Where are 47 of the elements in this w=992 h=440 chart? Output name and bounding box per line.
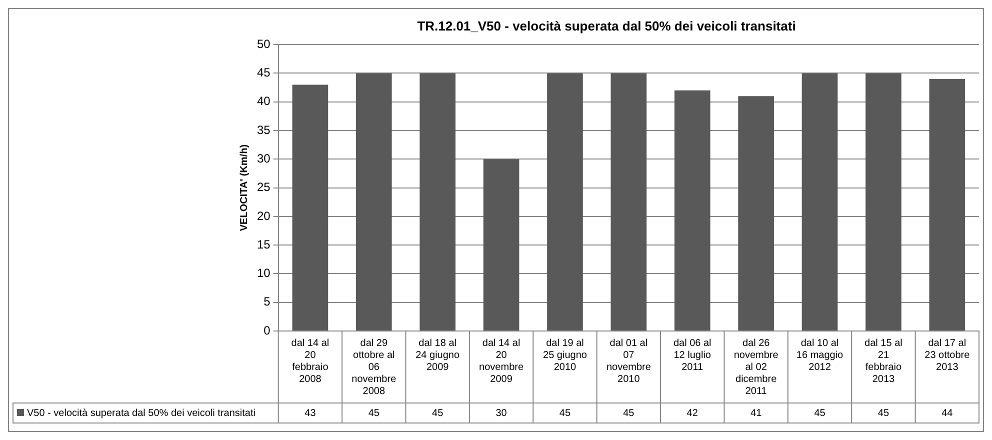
x-tick-label: dal 10 al 16 maggio 2012 [796,338,844,373]
data-label: 45 [368,408,380,419]
x-tick-label: dal 06 al 12 luglio 2011 [673,338,712,373]
data-label: 45 [623,408,635,419]
x-tick-label: dal 17 al 23 ottobre 2013 [924,338,970,373]
x-tick-label: dal 01 al 07 novembre 2010 [606,338,652,385]
bar [866,73,902,330]
y-tick-label: 25 [256,180,271,194]
x-tick-label: dal 18 al 24 giugno 2009 [416,338,460,373]
bar [738,96,774,330]
y-tick-label: 30 [256,151,271,166]
y-tick-label: 20 [256,208,271,223]
data-label: 30 [496,408,508,419]
legend-label: V50 - velocità superata dal 50% dei veicoli transitati [27,408,256,419]
x-tick-label: dal 26 novembre al 02 dicembre 2011 [734,338,779,397]
bar [356,73,392,330]
bar [483,159,520,330]
bar [674,90,710,330]
x-tick-label: dal 14 al 20 febbraio 2008 [291,338,330,385]
y-tick-label: 35 [256,122,271,137]
data-label: 45 [432,408,444,419]
bar [802,73,838,330]
bar [610,73,647,330]
data-label: 42 [686,408,698,419]
x-tick-label: dal 19 al 25 giugno 2010 [543,338,588,373]
y-tick-label: 10 [256,266,271,280]
data-label: 45 [814,408,826,419]
bar [547,73,583,330]
y-axis-title: VELOCITA' (Km/h) [238,144,250,232]
y-tick-label: 15 [256,237,271,252]
x-tick-label: dal 29 ottobre al 06 novembre 2008 [352,338,397,397]
data-label: 45 [878,408,890,419]
data-label: 44 [942,408,954,419]
y-tick-label: 45 [256,66,271,80]
y-tick-label: 5 [264,294,271,309]
x-tick-label: dal 15 al 21 febbraio 2013 [864,338,902,385]
data-label: 41 [750,408,762,419]
y-tick-label: 40 [256,94,271,108]
y-tick-label: 0 [264,323,271,338]
bar [929,78,966,330]
bar [420,73,456,330]
y-tick-label: 50 [256,36,271,51]
chart-title: TR.12.01_V50 - velocità superata dal 50% dei veicoli transitati [417,18,796,34]
x-tick-label: dal 14 al 20 novembre 2009 [479,338,524,385]
bar [292,84,328,330]
data-label: 45 [559,408,571,419]
data-label: 43 [304,408,316,419]
